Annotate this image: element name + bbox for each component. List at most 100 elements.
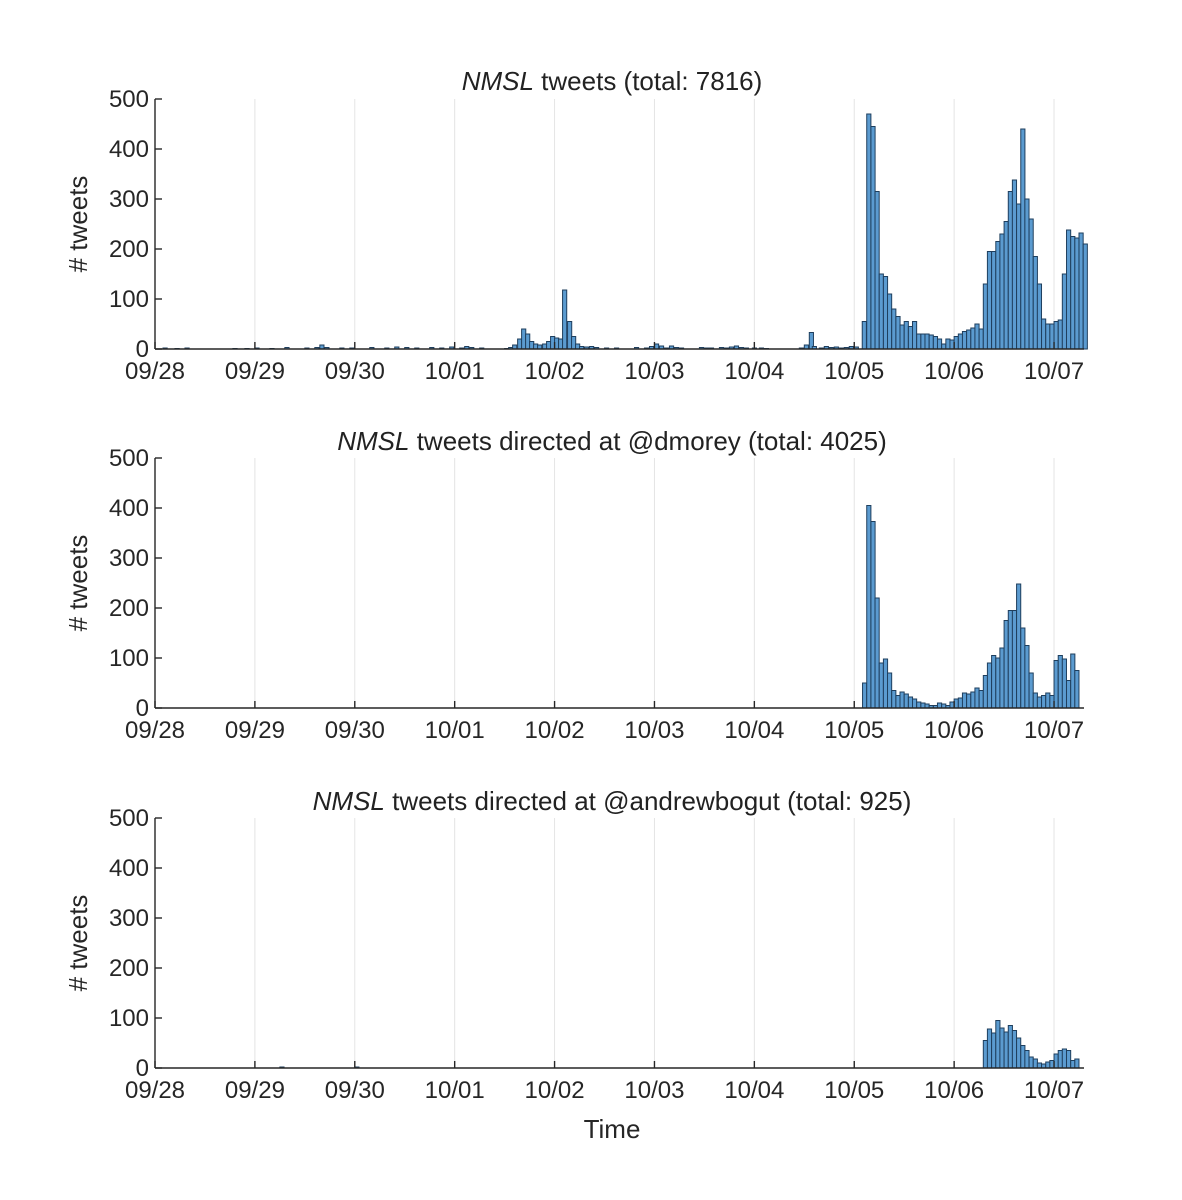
- panel-1-ytick-label: 400: [109, 136, 149, 163]
- panel-3-bar: [1066, 1050, 1072, 1069]
- panel-3-bar: [991, 1032, 997, 1069]
- panel-2-bar: [878, 662, 884, 709]
- panel-1-xtick-label: 10/03: [624, 358, 684, 385]
- panel-2-grid: [254, 458, 1055, 708]
- panel-2-bar: [1024, 645, 1030, 709]
- panel-1-bar: [1028, 218, 1034, 350]
- panel-3-bar: [1007, 1025, 1013, 1069]
- panel-2-bar: [1011, 610, 1018, 709]
- panel-2-bar: [1020, 627, 1026, 709]
- panel-1-bar: [911, 321, 918, 350]
- panel-3-xtick-label: 10/03: [624, 1077, 684, 1104]
- panel-3-xtick-label: 10/06: [924, 1077, 984, 1104]
- panel-3-bar: [995, 1020, 1001, 1069]
- panel-1-xtick-label: 09/30: [325, 358, 385, 385]
- panel-3-xtick-label: 09/29: [225, 1077, 285, 1104]
- panel-2-bar: [1016, 583, 1022, 709]
- panel-3-bar: [999, 1027, 1005, 1069]
- x-axis-label: Time: [584, 1114, 641, 1144]
- panel-1-bar: [1061, 273, 1067, 350]
- panel-1-bar: [1011, 179, 1018, 350]
- panel-3-yticks: 0 100 200 300 400 500: [109, 805, 162, 1082]
- panel-2-bar: [982, 675, 988, 709]
- panel-3-xtick-label: 09/30: [325, 1077, 385, 1104]
- panel-2-bar: [966, 693, 972, 709]
- panel-3-grid: [254, 818, 1055, 1068]
- panel-3-xtick-label: 10/05: [824, 1077, 884, 1104]
- panel-3-ylabel: # tweets: [63, 895, 93, 992]
- panel-2-xtick-label: 10/04: [724, 717, 784, 744]
- panel-3-bar: [982, 1040, 988, 1069]
- panel-1-bar: [562, 289, 568, 350]
- panel-1-title-rest: tweets (total: 7816): [534, 66, 762, 96]
- panel-2-xtick-label: 09/29: [225, 717, 285, 744]
- panel-1-bar: [895, 316, 901, 350]
- panel-3-xtick-label: 10/07: [1024, 1077, 1084, 1104]
- panel-1-bar: [978, 328, 984, 350]
- panel-3-bar: [1036, 1062, 1043, 1069]
- panel-3-title-rest: tweets directed at @andrewbogut (total: …: [385, 786, 911, 816]
- panel-1-bar: [882, 276, 889, 350]
- panel-3-ytick-label: 400: [109, 855, 149, 882]
- panel-1-ytick-label: 500: [109, 86, 149, 113]
- panel-1-xtick-label: 10/02: [525, 358, 585, 385]
- panel-1-xtick-label: 10/05: [824, 358, 884, 385]
- panel-3-xticks: 09/28 09/29 09/30 10/01 10/02 10/03 10/04 10/05…: [125, 1061, 1084, 1104]
- panel-2-xtick-label: 10/01: [425, 717, 485, 744]
- panel-2-xtick-label: 10/06: [924, 717, 984, 744]
- panel-3-bar: [1057, 1050, 1063, 1069]
- panel-1-bar: [1016, 203, 1022, 350]
- panel-2-title: NMSL tweets directed at @dmorey (total: …: [337, 426, 887, 456]
- panel-2-bar: [911, 698, 918, 709]
- panel-2: NMSL tweets directed at @dmorey (total: …: [63, 426, 1084, 744]
- panel-2-bar: [1070, 653, 1076, 709]
- panel-1-bar: [1036, 283, 1043, 350]
- panel-1-bar: [899, 324, 905, 350]
- panel-1-bar: [991, 251, 997, 350]
- panel-2-xtick-label: 09/30: [325, 717, 385, 744]
- panel-3-axes: [154, 818, 1084, 1069]
- panel-1-bar: [916, 333, 922, 350]
- panel-1-bar: [1057, 319, 1063, 350]
- panel-1-bar: [903, 321, 909, 350]
- panel-1-bar: [970, 327, 976, 350]
- panel-2-bar: [1036, 696, 1043, 709]
- panel-1-bar: [924, 333, 930, 350]
- panel-1-bar: [974, 323, 980, 350]
- panel-3-ytick-label: 200: [109, 955, 149, 982]
- panel-1-bar: [1070, 236, 1076, 350]
- panel-1-bar: [1082, 243, 1088, 350]
- panel-2-ytick-label: 0: [136, 695, 149, 722]
- panel-2-bar: [1007, 610, 1013, 709]
- panel-3-bar: [1028, 1056, 1034, 1069]
- panel-2-title-italic: NMSL: [337, 426, 409, 456]
- panel-2-bar: [903, 693, 909, 709]
- panel-1-bar: [887, 293, 893, 350]
- panel-3-bar: [1074, 1058, 1080, 1069]
- panel-2-bar: [961, 692, 968, 709]
- panel-3-bar: [1016, 1037, 1022, 1069]
- panel-3-bar: [1003, 1031, 1009, 1069]
- panel-2-ytick-label: 200: [109, 595, 149, 622]
- panel-2-ytick-label: 500: [109, 445, 149, 472]
- panel-2-ytick-label: 300: [109, 545, 149, 572]
- panel-1-bar: [1041, 318, 1047, 350]
- panel-2-xtick-label: 10/07: [1024, 717, 1084, 744]
- panel-3-xtick-label: 10/04: [724, 1077, 784, 1104]
- panel-1-title: NMSL tweets (total: 7816): [462, 66, 763, 96]
- panel-3-ytick-label: 100: [109, 1005, 149, 1032]
- panel-3-bar: [1045, 1061, 1051, 1069]
- panel-1-bar: [1074, 237, 1080, 350]
- panel-3-bar: [1024, 1050, 1030, 1069]
- panel-2-bars: [862, 505, 1080, 709]
- panel-2-bar: [1053, 660, 1059, 709]
- panel-1-bar: [1078, 232, 1084, 350]
- panel-2-bar: [887, 672, 893, 709]
- panel-2-bar: [895, 695, 901, 709]
- panel-1-bar: [891, 308, 897, 350]
- panel-2-bar: [970, 691, 976, 709]
- panel-1-bar: [1032, 256, 1038, 350]
- panel-2-bar: [870, 521, 876, 709]
- panel-1-axes: [154, 99, 1084, 350]
- panel-2-bar: [991, 655, 997, 709]
